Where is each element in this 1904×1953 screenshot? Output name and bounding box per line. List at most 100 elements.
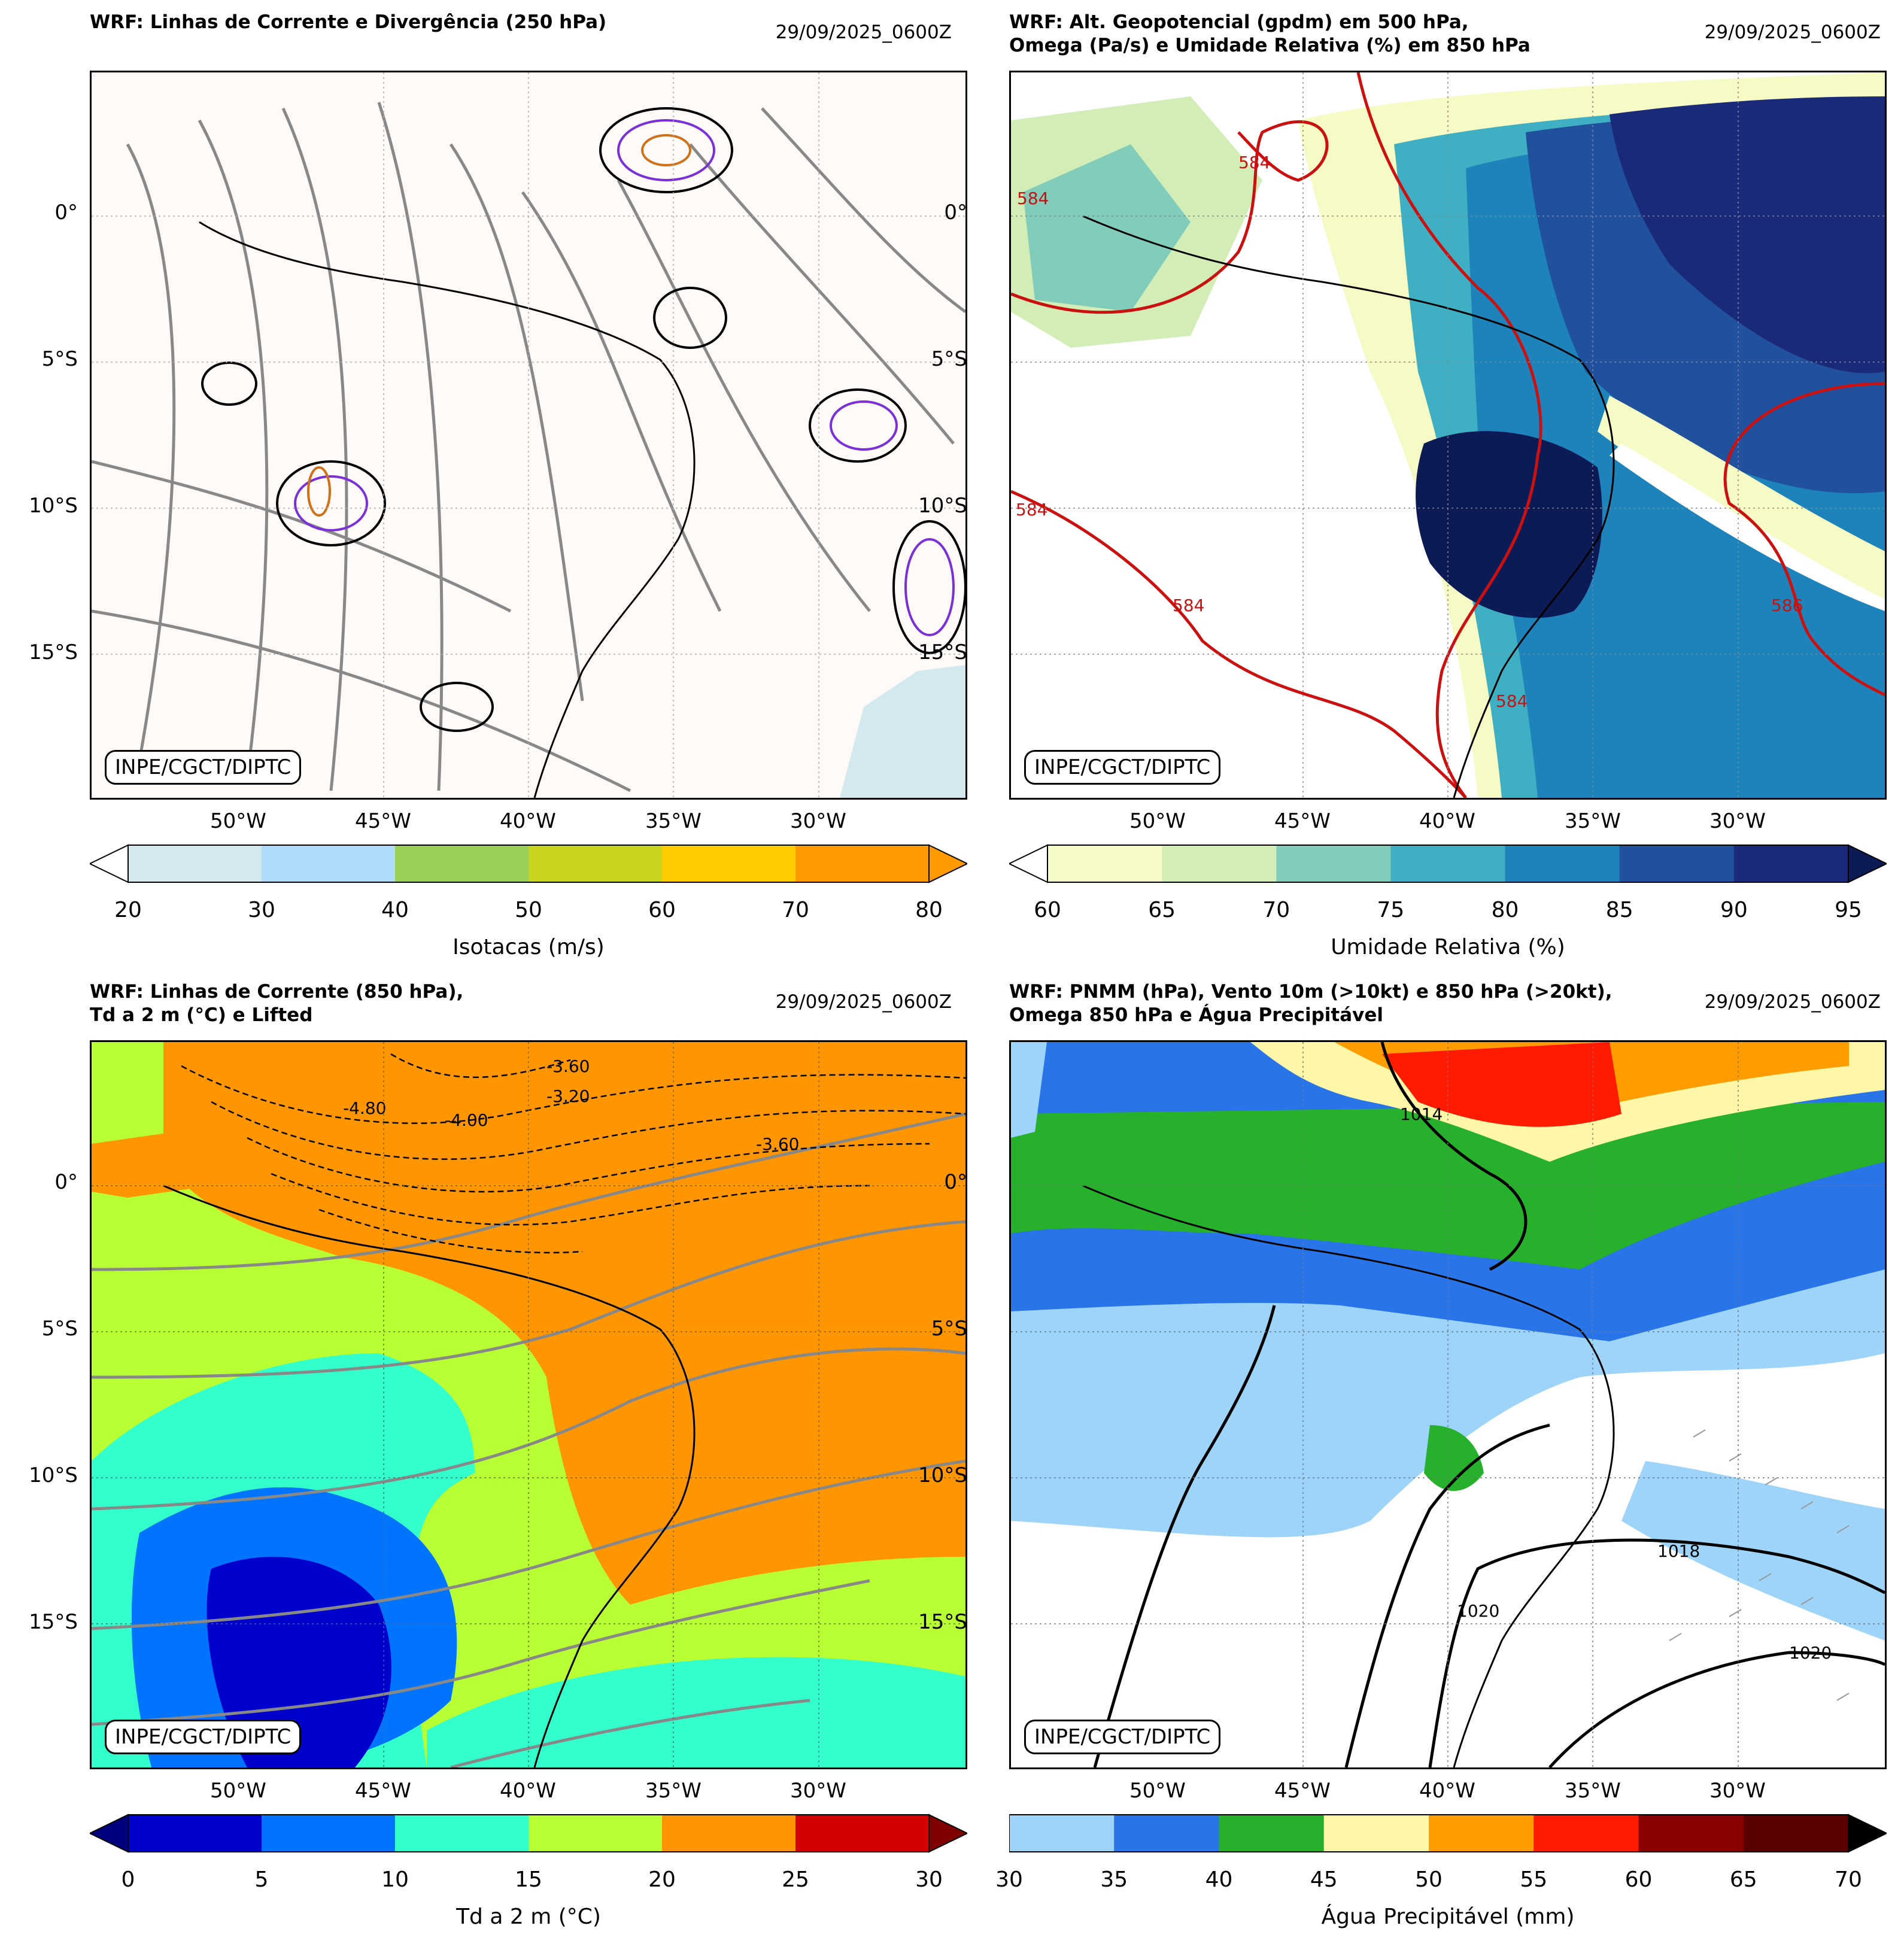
lon-label: 50°W [1129, 1779, 1186, 1803]
colorbar-label: Td a 2 m (°C) [456, 1905, 601, 1929]
credit-box: INPE/CGCT/DIPTC [105, 750, 302, 785]
colorbar-tick-label: 20 [648, 1867, 676, 1892]
colorbar-segment [1390, 845, 1506, 882]
lon-label: 50°W [210, 809, 266, 833]
colorbar-label: Água Precipitável (mm) [1321, 1905, 1575, 1929]
colorbar-tick-label: 80 [915, 898, 943, 922]
colorbar-tick-label: 50 [1415, 1867, 1443, 1892]
map-canvas [92, 72, 965, 798]
colorbar-segment [1743, 1815, 1849, 1852]
lon-label: 50°W [210, 1779, 266, 1803]
colorbar-tick-label: 75 [1377, 898, 1405, 922]
colorbar-segment [662, 845, 796, 882]
colorbar-segment [529, 845, 663, 882]
lon-label: 35°W [1565, 1779, 1621, 1803]
colorbar-tick-label: 70 [1262, 898, 1290, 922]
colorbar-tick-label: 5 [254, 1867, 269, 1892]
contour-label: 584 [1016, 500, 1047, 520]
contour-label: 584 [1173, 596, 1204, 615]
lat-label: 5°S [931, 347, 967, 371]
colorbar-tick-label: 65 [1148, 898, 1176, 922]
contour-label: 584 [1017, 189, 1049, 208]
lat-label: 10°S [918, 494, 967, 518]
lat-label: 10°S [918, 1463, 967, 1487]
contour-label: -3.60 [546, 1056, 590, 1076]
map-canvas: -3.60 -4.00 -3.20 -3.60 -4.80 [92, 1042, 965, 1767]
contour-label: 1014 [1400, 1104, 1443, 1124]
colorbar-ticks: 20 30 40 50 60 70 80 [90, 898, 967, 928]
contour-label: 584 [1238, 153, 1270, 172]
lon-label: 35°W [645, 809, 702, 833]
lon-label: 30°W [1709, 1779, 1766, 1803]
lon-label: 45°W [355, 1779, 411, 1803]
map-frame: INPE/CGCT/DIPTC [90, 71, 967, 800]
contour-label: -3.60 [756, 1134, 799, 1154]
lat-label: 15°S [918, 1610, 967, 1634]
credit-box: INPE/CGCT/DIPTC [1024, 1720, 1221, 1754]
contour-label: 584 [1496, 691, 1528, 711]
colorbar-segment [395, 845, 529, 882]
lon-label: 35°W [645, 1779, 702, 1803]
lat-label: 5°S [41, 347, 78, 371]
colorbar-tick-label: 25 [782, 1867, 809, 1892]
colorbar-segment [1114, 1815, 1219, 1852]
colorbar-segment [1009, 1815, 1115, 1852]
colorbar-segment [395, 1815, 529, 1852]
colorbar-segment [1047, 845, 1162, 882]
colorbar [90, 1814, 967, 1853]
colorbar-tick-label: 40 [1205, 1867, 1233, 1892]
lon-label: 45°W [1274, 1779, 1331, 1803]
lon-label: 45°W [1274, 809, 1331, 833]
lat-label: 0° [54, 201, 78, 224]
colorbar [1009, 1814, 1887, 1853]
lat-label: 15°S [29, 640, 78, 664]
colorbar-tick-label: 65 [1729, 1867, 1757, 1892]
colorbar-tick-label: 95 [1835, 898, 1862, 922]
colorbar-ticks: 60 65 70 75 80 85 90 95 [1009, 898, 1887, 928]
colorbar-tick-label: 70 [1835, 1867, 1862, 1892]
colorbar-label: Umidade Relativa (%) [1331, 935, 1565, 959]
panel-streamlines-850hpa: WRF: Linhas de Corrente (850 hPa), Td a … [0, 970, 967, 1945]
colorbar-segment [1162, 845, 1277, 882]
colorbar-tick-label: 70 [782, 898, 809, 922]
colorbar-segment [262, 1815, 396, 1852]
colorbar-label: Isotacas (m/s) [453, 935, 605, 959]
colorbar-tick-label: 30 [995, 1867, 1023, 1892]
colorbar-extend-low [90, 844, 129, 883]
colorbar-segment [1505, 845, 1620, 882]
map-frame: -3.60 -4.00 -3.20 -3.60 -4.80 INPE/CGCT/… [90, 1040, 967, 1769]
lon-label: 30°W [790, 809, 846, 833]
colorbar-segment [1733, 845, 1849, 882]
colorbar-segment [128, 845, 262, 882]
colorbar-tick-label: 90 [1720, 898, 1748, 922]
panel-date: 29/09/2025_0600Z [1704, 991, 1881, 1013]
lat-label: 0° [944, 201, 967, 224]
lat-label: 0° [54, 1170, 78, 1194]
colorbar-tick-label: 35 [1100, 1867, 1128, 1892]
colorbar [1009, 844, 1887, 883]
colorbar-ticks: 30 35 40 45 50 55 60 65 70 [995, 1867, 1887, 1897]
isotach-shade [840, 665, 965, 798]
panel-geopotential-500hpa: WRF: Alt. Geopotencial (gpdm) em 500 hPa… [918, 0, 1887, 976]
panel-title: WRF: Linhas de Corrente (850 hPa), Td a … [90, 981, 464, 1026]
colorbar-segment [662, 1815, 796, 1852]
credit-box: INPE/CGCT/DIPTC [1024, 750, 1221, 785]
colorbar-tick-label: 40 [381, 898, 409, 922]
colorbar-extend-low [90, 1814, 129, 1853]
colorbar-segment [1533, 1815, 1639, 1852]
map-frame: 584 584 584 584 586 584 INPE/CGCT/D [1009, 71, 1887, 800]
colorbar-tick-label: 85 [1605, 898, 1633, 922]
contour-label: -4.80 [343, 1098, 386, 1118]
colorbar-segment [529, 1815, 663, 1852]
colorbar-segment [1619, 845, 1735, 882]
colorbar [90, 844, 967, 883]
colorbar-segment [1638, 1815, 1744, 1852]
colorbar-ticks: 0 5 10 15 20 25 30 [90, 1867, 967, 1897]
panel-date: 29/09/2025_0600Z [775, 22, 952, 43]
lat-label: 5°S [931, 1317, 967, 1341]
lat-label: 0° [944, 1170, 967, 1194]
lat-label: 5°S [41, 1317, 78, 1341]
panel-streamlines-250hpa: WRF: Linhas de Corrente e Divergência (2… [0, 0, 967, 976]
lon-label: 40°W [500, 1779, 556, 1803]
contour-label: 586 [1771, 596, 1803, 615]
